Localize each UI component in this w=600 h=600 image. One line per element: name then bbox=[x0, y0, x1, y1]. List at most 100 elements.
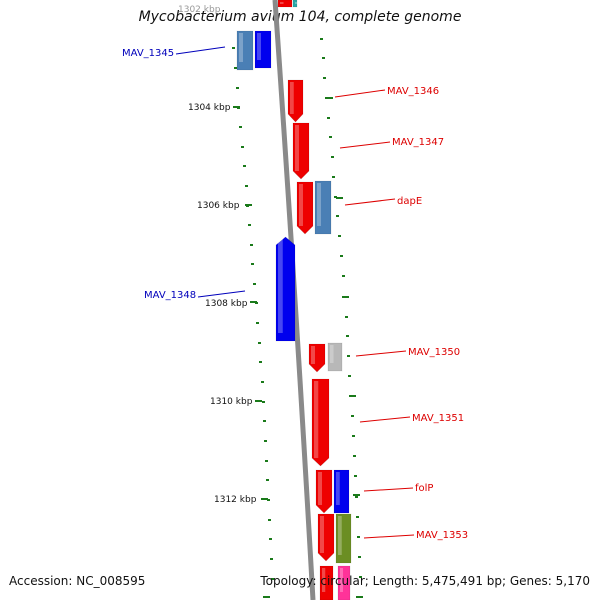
gene-track-tick bbox=[345, 316, 348, 318]
scale-major-tick bbox=[233, 106, 240, 108]
scale-tick bbox=[258, 342, 261, 344]
scale-tick bbox=[263, 420, 266, 422]
gene-track-tick bbox=[352, 435, 355, 437]
gene-label-leader bbox=[355, 350, 407, 357]
gene-mav-1346 bbox=[287, 79, 304, 123]
scale-tick bbox=[267, 499, 270, 501]
scale-major-tick bbox=[255, 400, 262, 402]
gene-label-leader bbox=[363, 487, 414, 492]
gene-track-tick bbox=[332, 176, 335, 178]
scale-tick bbox=[243, 165, 246, 167]
gene-track-tick bbox=[347, 355, 350, 357]
scale-major-tick bbox=[245, 204, 252, 206]
gene-track-tick bbox=[334, 196, 337, 198]
gene-track-tick bbox=[351, 415, 354, 417]
scale-tick bbox=[269, 538, 272, 540]
gene-dape-red bbox=[296, 181, 314, 235]
scale-major-tick bbox=[250, 301, 257, 303]
gene-label: MAV_1348 bbox=[144, 290, 196, 301]
gene-track-tick bbox=[327, 117, 330, 119]
gene-mav-1345-steel bbox=[236, 30, 254, 71]
gene-top-teal-highlight bbox=[295, 2, 297, 4]
scale-tick bbox=[251, 263, 254, 265]
gene-mav-1350 bbox=[308, 343, 326, 373]
gene-track-tick bbox=[331, 156, 334, 158]
scale-major-tick bbox=[261, 498, 268, 500]
gene-top-teal bbox=[292, 0, 298, 8]
scale-label: 1306 kbp bbox=[197, 201, 240, 211]
gene-track-tick bbox=[338, 235, 341, 237]
scale-tick bbox=[256, 322, 259, 324]
gene-track-tick bbox=[340, 255, 343, 257]
gene-dape-red-highlight bbox=[299, 184, 303, 226]
scale-tick bbox=[265, 460, 268, 462]
gene-label-leader bbox=[359, 416, 411, 423]
gene-label: MAV_1353 bbox=[416, 530, 468, 541]
gene-mav-1350-gray-highlight bbox=[330, 345, 334, 363]
gene-label: MAV_1351 bbox=[412, 413, 464, 424]
gene-track-tick bbox=[356, 516, 359, 518]
gene-bottom-red-highlight bbox=[322, 568, 326, 592]
scale-label: 1302 kbp bbox=[178, 5, 221, 15]
gene-label-leader bbox=[344, 198, 396, 206]
genome-summary-text: Topology: circular; Length: 5,475,491 bp… bbox=[260, 574, 590, 588]
scale-tick bbox=[268, 519, 271, 521]
gene-track-major-tick bbox=[336, 197, 343, 199]
scale-tick bbox=[245, 185, 248, 187]
scale-tick bbox=[262, 401, 265, 403]
scale-tick bbox=[266, 479, 269, 481]
gene-label: folP bbox=[415, 483, 433, 494]
gene-track-tick bbox=[348, 375, 351, 377]
gene-mav-1345-highlight bbox=[257, 33, 261, 60]
gene-track-tick bbox=[354, 475, 357, 477]
gene-label-leader bbox=[334, 89, 386, 98]
gene-mav-1353 bbox=[335, 513, 352, 564]
gene-track-tick bbox=[357, 536, 360, 538]
gene-mav-1345-steel-highlight bbox=[239, 33, 243, 62]
gene-mav-1353-red bbox=[317, 513, 335, 562]
gene-label: MAV_1346 bbox=[387, 86, 439, 97]
scale-tick bbox=[241, 146, 244, 148]
gene-track-tick bbox=[323, 77, 326, 79]
scale-label: 1308 kbp bbox=[205, 299, 248, 309]
gene-mav-1346-highlight bbox=[290, 82, 294, 114]
gene-label-leader bbox=[363, 534, 415, 539]
scale-label: 1312 kbp bbox=[214, 495, 257, 505]
gene-mav-1351 bbox=[311, 378, 330, 467]
accession-text: Accession: NC_008595 bbox=[9, 574, 146, 588]
gene-track-tick bbox=[336, 215, 339, 217]
gene-track-major-tick bbox=[353, 494, 360, 496]
gene-label: MAV_1345 bbox=[122, 48, 174, 59]
gene-bottom-magenta-highlight bbox=[340, 568, 343, 592]
scale-tick bbox=[259, 361, 262, 363]
gene-label-leader bbox=[197, 290, 246, 298]
scale-tick bbox=[248, 224, 251, 226]
gene-track-tick bbox=[358, 556, 361, 558]
gene-track-major-tick bbox=[326, 97, 333, 99]
gene-folp-red-highlight bbox=[318, 472, 322, 505]
gene-mav-1350-highlight bbox=[311, 346, 315, 364]
gene-mav-1348-highlight bbox=[278, 239, 283, 333]
gene-mav-1348 bbox=[275, 236, 296, 342]
gene-label: MAV_1350 bbox=[408, 347, 460, 358]
scale-label: 1310 kbp bbox=[210, 397, 253, 407]
scale-tick bbox=[253, 283, 256, 285]
gene-track-tick bbox=[342, 275, 345, 277]
gene-track-tick bbox=[346, 335, 349, 337]
gene-label: dapE bbox=[397, 196, 422, 207]
gene-folp bbox=[333, 469, 350, 514]
scale-tick bbox=[261, 381, 264, 383]
gene-dape bbox=[314, 180, 332, 235]
gene-track-tick bbox=[353, 455, 356, 457]
gene-label-leader bbox=[339, 141, 391, 149]
scale-major-tick bbox=[263, 596, 270, 598]
scale-tick bbox=[271, 578, 274, 580]
gene-top-red-highlight bbox=[280, 2, 284, 4]
gene-dape-highlight bbox=[317, 183, 321, 226]
scale-tick bbox=[236, 87, 239, 89]
scale-tick bbox=[234, 67, 237, 69]
gene-mav-1351-highlight bbox=[314, 381, 319, 458]
gene-label: MAV_1347 bbox=[392, 137, 444, 148]
